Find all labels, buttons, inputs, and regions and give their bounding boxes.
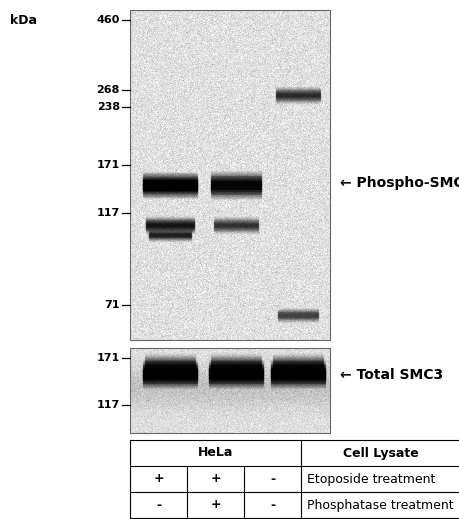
- Text: ← Phospho-SMC3-S1083: ← Phospho-SMC3-S1083: [339, 176, 459, 190]
- Text: 117: 117: [96, 208, 120, 218]
- Text: +: +: [210, 472, 220, 485]
- Text: Phosphatase treatment: Phosphatase treatment: [306, 499, 453, 512]
- Text: 268: 268: [96, 85, 120, 95]
- Text: Etoposide treatment: Etoposide treatment: [306, 472, 434, 485]
- Text: HeLa: HeLa: [197, 446, 233, 459]
- Bar: [130, 348, 329, 433]
- Text: -: -: [156, 499, 161, 512]
- Text: Cell Lysate: Cell Lysate: [342, 446, 418, 459]
- Text: kDa: kDa: [10, 14, 37, 27]
- Text: +: +: [210, 499, 220, 512]
- Text: 171: 171: [96, 353, 120, 363]
- Text: ← Total SMC3: ← Total SMC3: [339, 368, 442, 382]
- Text: -: -: [269, 499, 274, 512]
- Bar: [130, 10, 329, 340]
- Text: 460: 460: [96, 15, 120, 25]
- Text: 71: 71: [104, 300, 120, 310]
- Text: -: -: [269, 472, 274, 485]
- Bar: [130, 440, 459, 518]
- Text: 171: 171: [96, 160, 120, 170]
- Text: 117: 117: [96, 400, 120, 410]
- Text: +: +: [153, 472, 163, 485]
- Text: 238: 238: [97, 102, 120, 112]
